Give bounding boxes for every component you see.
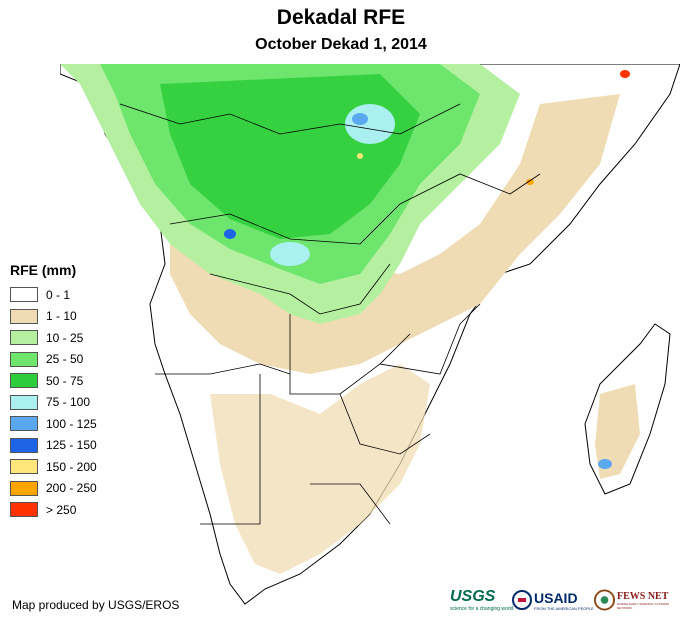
- rain-100-125-patch: [352, 113, 368, 125]
- legend-swatch: [10, 351, 38, 367]
- usaid-logo: USAID FROM THE AMERICAN PEOPLE: [512, 584, 594, 616]
- rain-75-100-patch-2: [270, 242, 310, 266]
- legend-label: > 250: [46, 502, 77, 517]
- rain-200-250-patch: [526, 179, 534, 185]
- legend-swatch: [10, 308, 38, 324]
- legend-swatch: [10, 480, 38, 496]
- usgs-logo: USGS science for a changing world: [450, 588, 514, 612]
- legend-label: 125 - 150: [46, 438, 97, 453]
- rain-1-10-madagascar: [595, 384, 640, 479]
- rain-1-10-south: [210, 364, 430, 574]
- map-credit: Map produced by USGS/EROS: [12, 598, 180, 612]
- map-title: Dekadal RFE: [276, 6, 406, 29]
- country-boundaries: [119, 103, 541, 525]
- rain-125-150-patch: [224, 229, 236, 239]
- legend-item: > 250: [10, 499, 97, 521]
- legend-label: 1 - 10: [46, 309, 77, 324]
- fewsnet-seal-icon: [594, 589, 615, 611]
- fewsnet-logo: FEWS NET FAMINE EARLY WARNING SYSTEMS NE…: [594, 584, 682, 616]
- rain-150-200-patch: [357, 153, 363, 159]
- legend-label: 200 - 250: [46, 481, 97, 496]
- legend-swatch: [10, 416, 38, 432]
- legend-item: 200 - 250: [10, 478, 97, 500]
- rain-100-125-patch-2: [598, 459, 612, 469]
- legend-item: 0 - 1: [10, 284, 97, 306]
- legend-item: 100 - 125: [10, 413, 97, 435]
- legend-item: 10 - 25: [10, 327, 97, 349]
- legend-item: 75 - 100: [10, 392, 97, 414]
- legend-label: 0 - 1: [46, 287, 71, 302]
- legend-swatch: [10, 394, 38, 410]
- map-subtitle: October Dekad 1, 2014: [255, 36, 427, 53]
- rain-over-250-patch: [620, 70, 630, 78]
- rain-75-100-patch: [345, 104, 395, 144]
- legend-label: 10 - 25: [46, 330, 84, 345]
- usaid-seal-icon: [512, 590, 532, 610]
- legend: RFE (mm) 0 - 1 1 - 10 10 - 25 25 - 50 50 - 7…: [10, 262, 97, 521]
- legend-title: RFE (mm): [10, 262, 77, 278]
- legend-swatch: [10, 287, 38, 303]
- legend-item: 25 - 50: [10, 349, 97, 371]
- rainfall-map: [60, 64, 680, 605]
- legend-swatch: [10, 502, 38, 518]
- legend-label: 100 - 125: [46, 416, 97, 431]
- legend-label: 50 - 75: [46, 373, 84, 388]
- legend-item: 125 - 150: [10, 435, 97, 457]
- legend-label: 25 - 50: [46, 352, 84, 367]
- legend-label: 75 - 100: [46, 395, 91, 410]
- legend-swatch: [10, 459, 38, 475]
- legend-swatch: [10, 437, 38, 453]
- legend-item: 150 - 200: [10, 456, 97, 478]
- legend-item: 50 - 75: [10, 370, 97, 392]
- legend-label: 150 - 200: [46, 459, 97, 474]
- legend-swatch: [10, 373, 38, 389]
- legend-item: 1 - 10: [10, 306, 97, 328]
- legend-swatch: [10, 330, 38, 346]
